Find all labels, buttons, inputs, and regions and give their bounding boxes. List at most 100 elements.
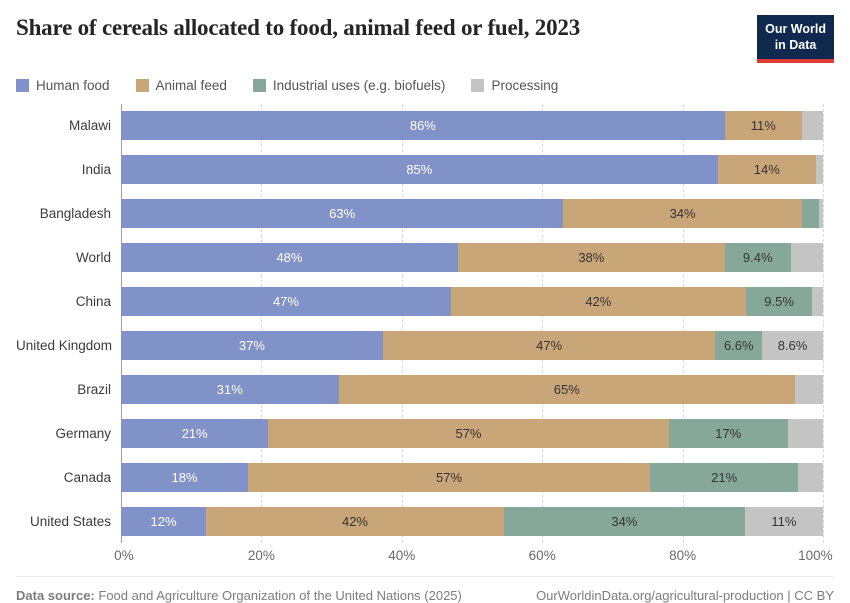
segment-value-label: 38%: [578, 249, 605, 265]
bar-row: China 47% 42% 9.5%: [16, 286, 823, 316]
legend-swatch-industrial-icon: [252, 78, 266, 92]
bar-row: India 85% 14%: [16, 154, 823, 184]
country-label: Malawi: [68, 117, 111, 133]
legend-label: Human food: [36, 77, 110, 93]
gridline-60: [542, 103, 544, 543]
bar-segment-processing[interactable]: [794, 374, 823, 404]
bar-segment-animal_feed[interactable]: 11%: [724, 110, 802, 140]
data-source-text: Food and Agriculture Organization of the…: [98, 587, 462, 603]
segment-value-label: 21%: [181, 425, 208, 441]
legend-item-processing[interactable]: Processing: [471, 78, 558, 93]
bar-track: 31% 65%: [121, 374, 823, 404]
bar-row: Canada 18% 57% 21%: [16, 462, 823, 492]
bar-row: United States 12% 42% 34% 11%: [16, 506, 823, 536]
x-tick: 80%: [669, 547, 697, 563]
bar-segment-processing[interactable]: [812, 286, 823, 316]
bar-segment-human_food[interactable]: 63%: [121, 198, 564, 228]
bar-segment-human_food[interactable]: 18%: [121, 462, 248, 492]
bar-segment-processing[interactable]: [798, 462, 823, 492]
bar-segment-processing[interactable]: [790, 242, 823, 272]
segment-value-label: 17%: [715, 425, 742, 441]
bar-segment-industrial[interactable]: 9.5%: [745, 286, 813, 316]
bar-segment-industrial[interactable]: 21%: [650, 462, 799, 492]
country-label: World: [75, 249, 111, 265]
bar-segment-animal_feed[interactable]: 14%: [717, 154, 816, 184]
segment-value-label: 57%: [455, 425, 482, 441]
bar-segment-industrial[interactable]: 17%: [668, 418, 788, 448]
bar-segment-animal_feed[interactable]: 65%: [338, 374, 795, 404]
bar-track: 18% 57% 21%: [121, 462, 823, 492]
country-label: Germany: [55, 425, 111, 441]
chart-footer: Data source: Food and Agriculture Organi…: [16, 575, 834, 603]
segment-value-label: 47%: [536, 337, 563, 353]
segment-value-label: 12%: [150, 513, 177, 529]
y-axis-line: [121, 103, 122, 543]
bar-track: 37% 47% 6.6% 8.6%: [121, 330, 823, 360]
bar-segment-animal_feed[interactable]: 47%: [382, 330, 716, 360]
data-source: Data source: Food and Agriculture Organi…: [16, 588, 462, 603]
legend-item-animal-feed[interactable]: Animal feed: [135, 77, 227, 93]
bar-segment-industrial[interactable]: 34%: [503, 506, 745, 536]
bar-segment-industrial[interactable]: [801, 198, 820, 228]
bar-track: 85% 14%: [121, 154, 823, 184]
country-label: India: [81, 161, 111, 177]
legend-label: Animal feed: [155, 77, 227, 93]
bar-segment-animal_feed[interactable]: 42%: [206, 506, 504, 536]
legend-item-human-food[interactable]: Human food: [16, 78, 110, 93]
bar-segment-animal_feed[interactable]: 38%: [457, 242, 725, 272]
bar-segment-human_food[interactable]: 48%: [121, 242, 458, 272]
chart-header: Share of cereals allocated to food, anim…: [16, 14, 834, 63]
bar-segment-processing[interactable]: [801, 110, 823, 140]
bar-segment-processing[interactable]: 11%: [744, 506, 823, 536]
bar-segment-human_food[interactable]: 37%: [121, 330, 383, 360]
bar-segment-animal_feed[interactable]: 57%: [247, 462, 651, 492]
segment-value-label: 34%: [611, 513, 638, 529]
legend-item-industrial-uses[interactable]: Industrial uses (e.g. biofuels): [252, 77, 446, 93]
bar-segment-animal_feed[interactable]: 57%: [268, 418, 669, 448]
gridline-80: [682, 103, 684, 543]
bar-segment-processing[interactable]: [787, 418, 823, 448]
bar-segment-processing[interactable]: [819, 198, 823, 228]
bar-segment-animal_feed[interactable]: 42%: [450, 286, 746, 316]
segment-value-label: 65%: [553, 381, 580, 397]
segment-value-label: 37%: [238, 337, 265, 353]
bar-row: Brazil 31% 65%: [16, 374, 823, 404]
bar-row: Malawi 86% 11%: [16, 110, 823, 140]
bar-segment-human_food[interactable]: 86%: [121, 110, 725, 140]
country-label: United States: [29, 513, 111, 529]
data-source-label: Data source:: [16, 587, 95, 603]
gridlines: [121, 103, 824, 543]
bar-track: 48% 38% 9.4%: [121, 242, 823, 272]
bar-segment-animal_feed[interactable]: 34%: [563, 198, 802, 228]
bar-segment-human_food[interactable]: 47%: [121, 286, 451, 316]
segment-value-label: 18%: [171, 469, 198, 485]
bar-segment-processing[interactable]: 8.6%: [762, 330, 823, 360]
legend-swatch-animal-feed-icon: [135, 78, 149, 92]
legend-swatch-processing-icon: [471, 78, 485, 92]
bar-segment-processing[interactable]: [815, 154, 823, 184]
bar-track: 47% 42% 9.5%: [121, 286, 823, 316]
segment-value-label: 21%: [711, 469, 738, 485]
footer-link[interactable]: OurWorldinData.org/agricultural-producti…: [536, 587, 834, 603]
x-tick: 60%: [528, 547, 556, 563]
legend-label: Processing: [491, 77, 559, 93]
segment-value-label: 57%: [436, 469, 463, 485]
legend: Human food Animal feed Industrial uses (…: [16, 78, 834, 93]
segment-value-label: 31%: [216, 381, 243, 397]
owid-logo[interactable]: Our World in Data: [757, 15, 834, 63]
bar-segment-human_food[interactable]: 31%: [121, 374, 339, 404]
logo-line-1: Our World: [765, 22, 826, 36]
x-tick: 20%: [247, 547, 275, 563]
gridline-20: [261, 103, 263, 543]
bar-segment-industrial[interactable]: 9.4%: [724, 242, 791, 272]
license: OurWorldinData.org/agricultural-producti…: [536, 588, 834, 603]
bar-row: World 48% 38% 9.4%: [16, 242, 823, 272]
segment-value-label: 42%: [585, 293, 612, 309]
bar-segment-human_food[interactable]: 21%: [121, 418, 269, 448]
segment-value-label: 63%: [329, 205, 356, 221]
bar-segment-industrial[interactable]: 6.6%: [715, 330, 763, 360]
bar-segment-human_food[interactable]: 12%: [121, 506, 207, 536]
bar-segment-human_food[interactable]: 85%: [121, 154, 718, 184]
legend-label: Industrial uses (e.g. biofuels): [272, 77, 446, 93]
bar-track: 12% 42% 34% 11%: [121, 506, 823, 536]
